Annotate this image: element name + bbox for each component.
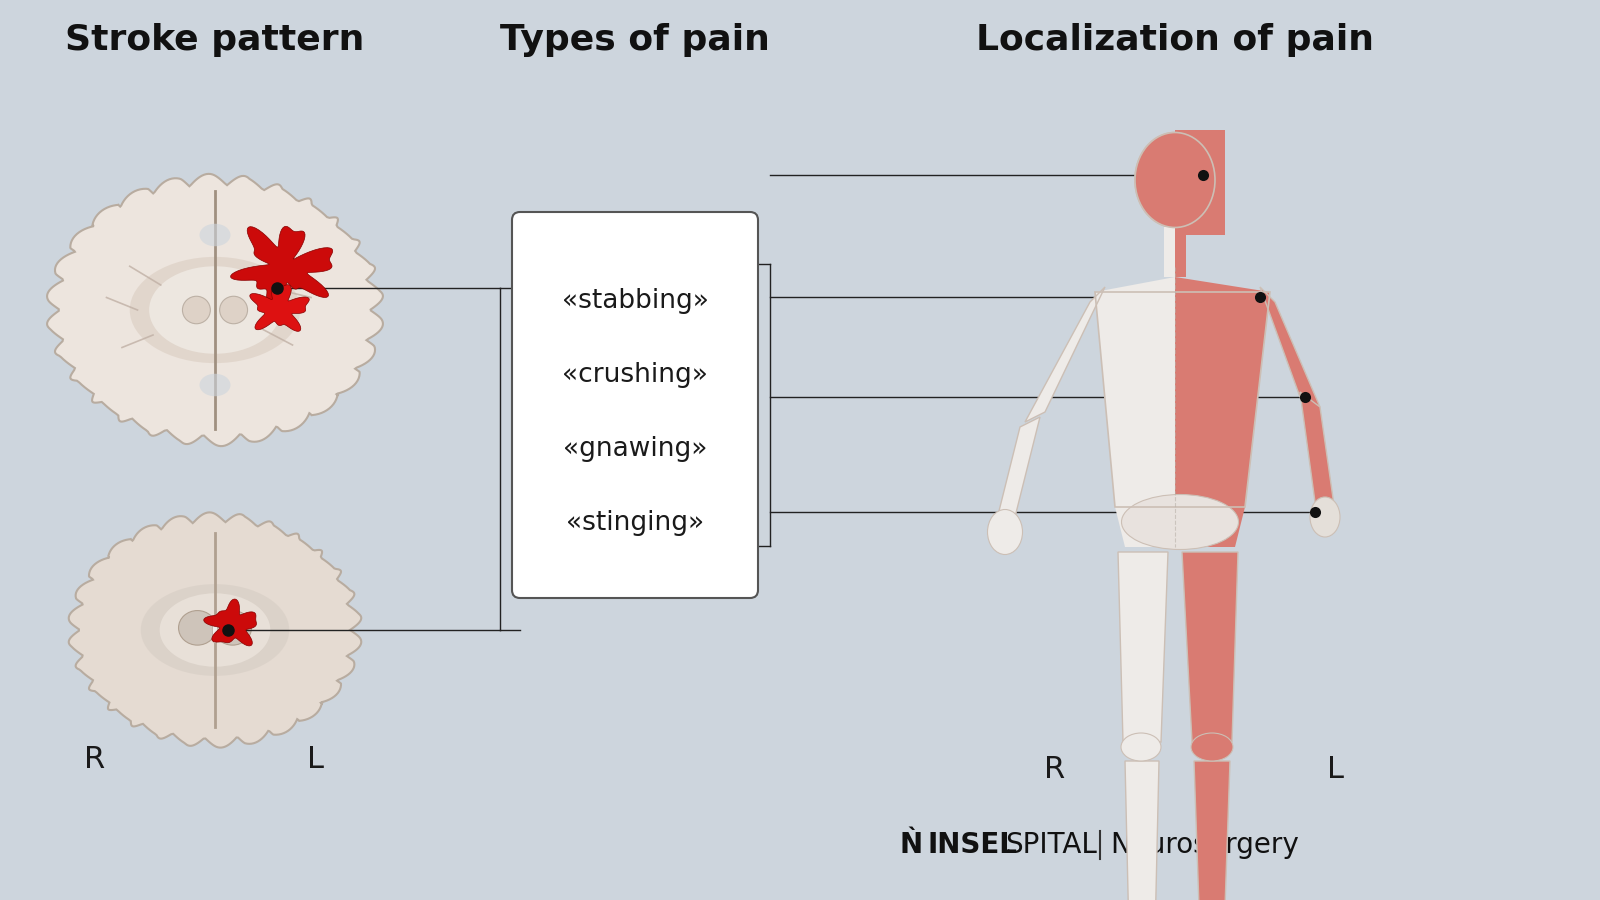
FancyBboxPatch shape	[512, 212, 758, 598]
Ellipse shape	[1134, 132, 1214, 228]
Text: «gnawing»: «gnawing»	[563, 436, 707, 463]
Ellipse shape	[160, 593, 270, 667]
Text: Neurosurgery: Neurosurgery	[1110, 831, 1299, 859]
Polygon shape	[1174, 277, 1270, 507]
Ellipse shape	[213, 616, 218, 643]
Polygon shape	[1174, 507, 1245, 547]
Polygon shape	[1115, 507, 1174, 547]
Ellipse shape	[182, 296, 210, 324]
Text: R: R	[85, 745, 106, 775]
Ellipse shape	[1190, 733, 1234, 761]
Ellipse shape	[987, 509, 1022, 554]
Polygon shape	[1182, 552, 1238, 742]
Text: Ǹ: Ǹ	[899, 831, 923, 859]
Ellipse shape	[1310, 497, 1341, 537]
Polygon shape	[1299, 392, 1334, 512]
Polygon shape	[995, 417, 1040, 527]
Text: INSEL: INSEL	[928, 831, 1018, 859]
Text: SPITAL: SPITAL	[1005, 831, 1098, 859]
Ellipse shape	[141, 584, 290, 676]
Text: «stinging»: «stinging»	[566, 510, 704, 536]
Ellipse shape	[1122, 494, 1238, 550]
Polygon shape	[1118, 552, 1168, 742]
Text: Types of pain: Types of pain	[501, 23, 770, 57]
Polygon shape	[1026, 287, 1106, 422]
Text: L: L	[307, 745, 323, 775]
Text: Localization of pain: Localization of pain	[976, 23, 1374, 57]
Ellipse shape	[149, 266, 282, 354]
Polygon shape	[1174, 130, 1226, 235]
Polygon shape	[1165, 227, 1174, 277]
Text: Stroke pattern: Stroke pattern	[66, 23, 365, 57]
Polygon shape	[46, 174, 382, 446]
Ellipse shape	[200, 374, 230, 396]
Text: «crushing»: «crushing»	[562, 363, 707, 389]
Ellipse shape	[214, 610, 251, 645]
Polygon shape	[1125, 761, 1158, 900]
Ellipse shape	[1134, 132, 1214, 228]
Polygon shape	[1174, 227, 1186, 277]
Polygon shape	[230, 226, 333, 316]
Ellipse shape	[200, 224, 230, 247]
Polygon shape	[203, 599, 256, 646]
Polygon shape	[1094, 277, 1174, 507]
Polygon shape	[69, 512, 362, 748]
Ellipse shape	[130, 256, 301, 363]
Ellipse shape	[1122, 733, 1162, 761]
Polygon shape	[1261, 287, 1320, 407]
Polygon shape	[1194, 761, 1230, 900]
Text: R: R	[1045, 755, 1066, 785]
Text: «stabbing»: «stabbing»	[562, 288, 709, 314]
Ellipse shape	[219, 296, 248, 324]
Text: L: L	[1326, 755, 1344, 785]
Ellipse shape	[179, 610, 216, 645]
Polygon shape	[250, 284, 309, 331]
